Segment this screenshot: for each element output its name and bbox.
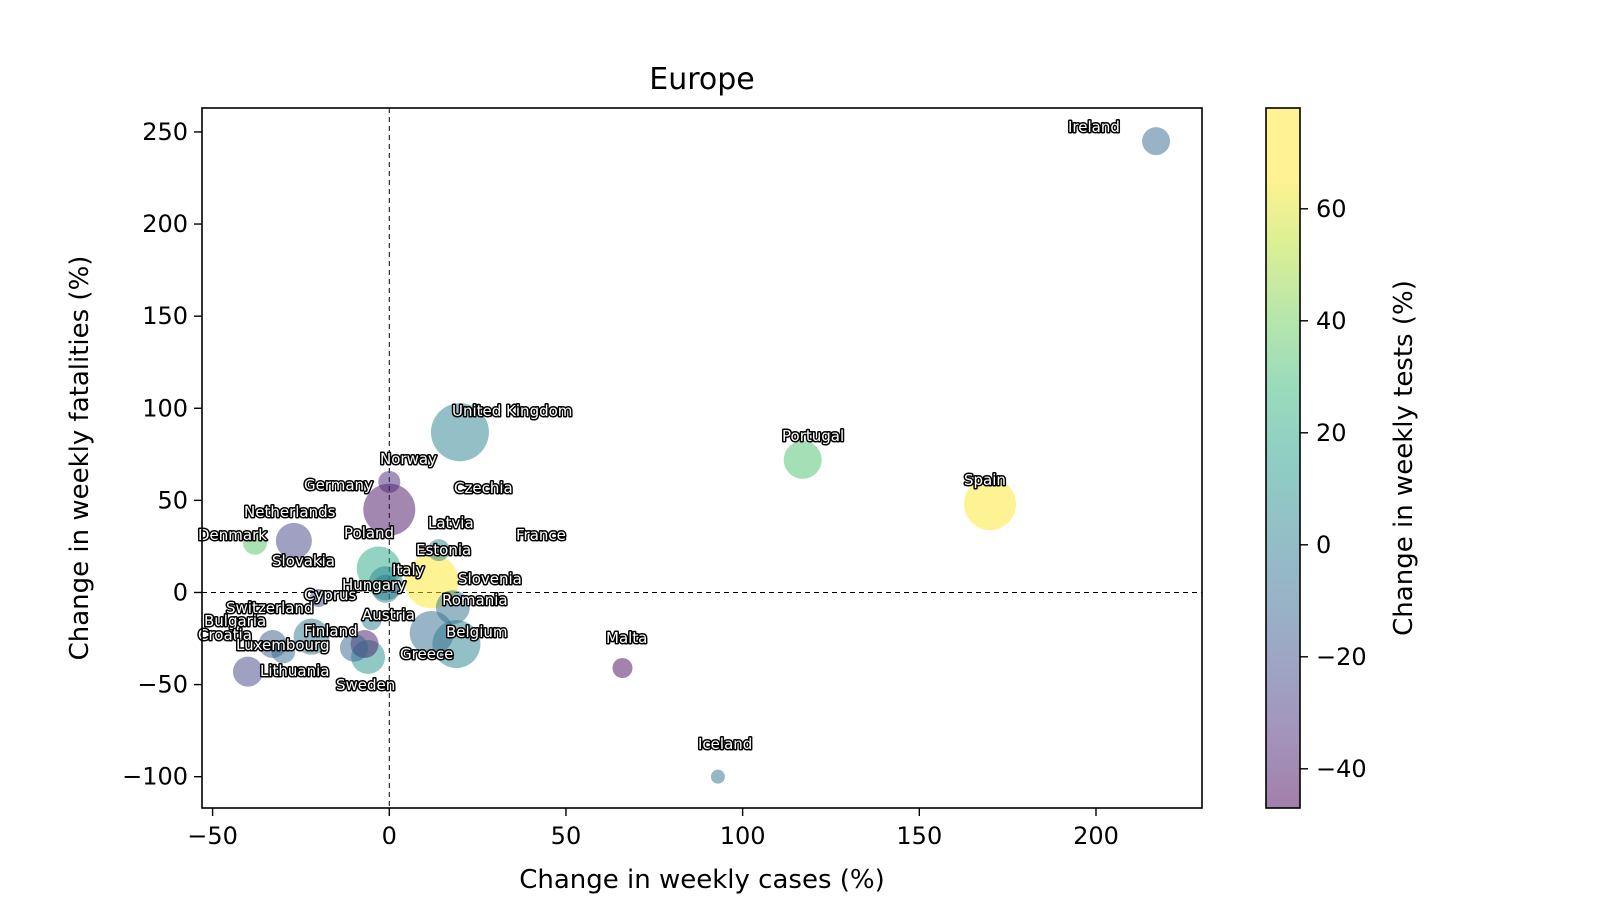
colorbar-tick-label: 40 [1316, 307, 1347, 335]
colorbar-gradient [1266, 108, 1300, 808]
label-norway: Norway [380, 450, 437, 468]
label-spain: Spain [964, 471, 1006, 489]
point-iceland [710, 769, 725, 784]
x-axis-label: Change in weekly cases (%) [519, 865, 885, 895]
colorbar-frame [1265, 107, 1301, 809]
y-axis-ticks: −100 −50 0 50 100 150 200 250 [122, 118, 202, 791]
point-ireland [1142, 127, 1171, 156]
point-finland [339, 633, 368, 662]
point-slovakia [309, 589, 328, 607]
label-croatia: Croatia [198, 626, 252, 644]
label-netherlands: Netherlands [244, 503, 336, 521]
reference-lines [202, 108, 1202, 808]
point-united-kingdom [430, 403, 489, 462]
colorbar: −40 −20 0 20 40 60 Change in weekly tests (%) [1265, 107, 1419, 809]
label-luxembourg: Luxembourg [236, 636, 330, 654]
label-cyprus: Cyprus [304, 586, 357, 604]
point-latvia [427, 539, 450, 562]
y-tick-label: 200 [142, 210, 188, 238]
colorbar-tick-label: −20 [1316, 643, 1367, 671]
label-bulgaria: Bulgaria [204, 612, 266, 630]
colorbar-ticks: −40 −20 0 20 40 60 [1300, 195, 1367, 783]
point-germany [363, 483, 416, 536]
label-poland: Poland [344, 524, 394, 542]
label-iceland: Iceland [698, 735, 752, 753]
point-netherlands [275, 522, 312, 559]
point-norway [378, 470, 401, 493]
label-belgium: Belgium [446, 623, 508, 641]
x-tick-label: 200 [1073, 822, 1119, 850]
plot-frame [201, 107, 1203, 809]
label-czechia: Czechia [454, 479, 513, 497]
colorbar-tick-label: 20 [1316, 419, 1347, 447]
point-cyprus [361, 610, 382, 631]
x-tick-label: 0 [382, 822, 397, 850]
x-tick-label: 100 [720, 822, 766, 850]
y-tick-label: 100 [142, 394, 188, 422]
label-slovakia: Slovakia [272, 552, 335, 570]
label-lithuania: Lithuania [260, 662, 329, 680]
label-france: France [516, 526, 566, 544]
colorbar-tick-label: −40 [1316, 755, 1367, 783]
point-hungary [371, 574, 400, 603]
label-ireland: Ireland [1068, 118, 1120, 136]
label-denmark: Denmark [198, 526, 267, 544]
label-germany: Germany [304, 476, 373, 494]
point-slovenia [435, 590, 470, 625]
label-portugal: Portugal [782, 427, 844, 445]
point-denmark [243, 530, 268, 555]
y-tick-label: −50 [137, 671, 188, 699]
colorbar-tick-label: 0 [1316, 531, 1331, 559]
x-axis-ticks: −50 0 50 100 150 200 [187, 808, 1119, 850]
colorbar-tick-label: 60 [1316, 195, 1347, 223]
label-romania: Romania [442, 591, 508, 609]
label-sweden: Sweden [336, 676, 395, 694]
chart-title: Europe [649, 62, 755, 97]
label-estonia: Estonia [416, 541, 471, 559]
point-switzerland [293, 618, 330, 655]
y-tick-label: 0 [173, 578, 188, 606]
x-tick-label: −50 [187, 822, 238, 850]
label-austria: Austria [362, 606, 415, 624]
label-malta: Malta [606, 629, 647, 647]
point-spain [963, 478, 1016, 531]
point-luxembourg [232, 656, 263, 687]
label-hungary: Hungary [342, 576, 406, 594]
label-switzerland: Switzerland [226, 599, 314, 617]
point-portugal [783, 440, 822, 479]
y-tick-label: 50 [157, 486, 188, 514]
data-points [232, 127, 1171, 784]
y-axis-label: Change in weekly fatalities (%) [65, 256, 95, 661]
label-latvia: Latvia [428, 514, 474, 532]
label-greece: Greece [400, 645, 453, 663]
label-united-kingdom: United Kingdom [452, 402, 572, 420]
x-tick-label: 150 [896, 822, 942, 850]
point-labels: Ireland United Kingdom Portugal Spain Norway… [197, 117, 1122, 755]
label-finland: Finland [304, 622, 358, 640]
point-romania [409, 611, 454, 655]
y-tick-label: 250 [142, 118, 188, 146]
label-slovenia: Slovenia [458, 570, 522, 588]
y-tick-label: 150 [142, 302, 188, 330]
colorbar-label: Change in weekly tests (%) [1389, 280, 1419, 636]
label-italy: Italy [392, 561, 425, 579]
point-malta [612, 658, 633, 678]
x-tick-label: 50 [551, 822, 582, 850]
point-croatia [271, 639, 296, 664]
y-tick-label: −100 [122, 763, 188, 791]
